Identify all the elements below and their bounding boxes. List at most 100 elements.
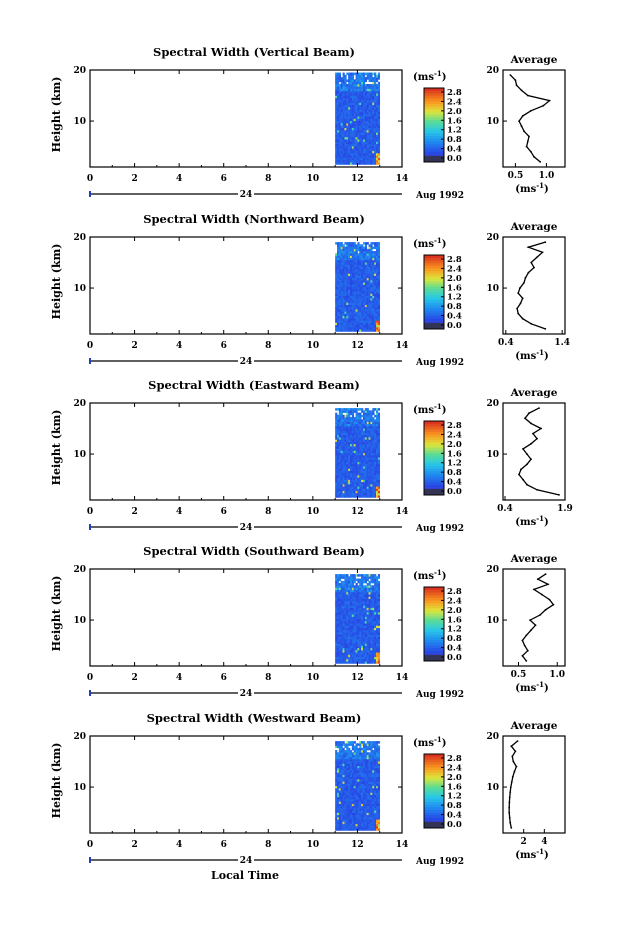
heatmap-cell — [363, 625, 366, 629]
colorbar-swatch — [424, 103, 444, 107]
heatmap-cell — [370, 614, 373, 617]
heatmap-cell — [377, 255, 381, 259]
heatmap-cell — [366, 262, 369, 265]
heatmap-cell — [372, 495, 375, 498]
heatmap-cell — [350, 148, 353, 151]
heatmap-cell — [353, 785, 356, 789]
average-x-label: (ms-1) — [515, 181, 548, 195]
heatmap-cell — [357, 123, 360, 126]
heatmap-cell — [376, 118, 379, 122]
heatmap-cell — [337, 803, 340, 807]
heatmap-cell — [363, 621, 366, 624]
heatmap-cell — [353, 591, 356, 595]
heatmap-cell — [344, 629, 347, 633]
heatmap-cell — [344, 484, 347, 487]
heatmap-cell — [372, 284, 375, 288]
heatmap-cell — [364, 754, 368, 758]
heatmap-cell — [348, 293, 351, 297]
colorbar-swatch — [424, 140, 444, 144]
heatmap-cell — [359, 302, 362, 305]
heatmap-cell — [348, 162, 351, 165]
heatmap-cell — [370, 134, 373, 138]
heatmap-cell — [342, 461, 345, 465]
heatmap-cell — [344, 609, 347, 613]
heatmap-cell — [351, 788, 355, 791]
heatmap-cell — [368, 157, 371, 161]
heatmap-cell — [357, 116, 360, 119]
heatmap-cell — [359, 600, 362, 604]
heatmap-cell — [355, 614, 358, 617]
heatmap-cell — [372, 291, 375, 294]
heatmap-cell — [353, 656, 356, 660]
heatmap-cell — [344, 618, 347, 622]
heatmap-cell — [353, 116, 356, 119]
heatmap-cell — [342, 828, 345, 831]
heatmap-cell — [344, 293, 347, 297]
heatmap-cell — [374, 475, 377, 478]
heatmap-cell — [357, 95, 360, 99]
colorbar-swatch — [424, 458, 444, 461]
heatmap-cell — [361, 125, 364, 128]
heatmap-cell — [338, 125, 342, 128]
heatmap-cell — [337, 647, 340, 651]
heatmap-cell — [350, 437, 353, 440]
heatmap-cell — [348, 430, 351, 433]
heatmap-cell — [363, 74, 366, 78]
heatmap-cell — [372, 475, 375, 478]
heatmap-cell — [368, 574, 371, 577]
heatmap-cell — [363, 302, 366, 305]
colorbar-swatch — [424, 465, 444, 469]
heatmap-cell — [335, 468, 338, 471]
heatmap-cell — [344, 437, 347, 440]
heatmap-cell — [368, 136, 371, 140]
heatmap-cell — [335, 772, 338, 775]
heatmap-cell — [342, 594, 345, 597]
heatmap-cell — [364, 823, 368, 827]
heatmap-cell — [340, 79, 343, 83]
heatmap-cell — [350, 654, 353, 658]
heatmap-cell — [335, 770, 338, 773]
heatmap-cell — [366, 293, 369, 297]
heatmap-cell — [376, 322, 379, 326]
heatmap-cell — [348, 796, 351, 800]
heatmap-cell — [337, 159, 340, 163]
heatmap-cell — [350, 461, 353, 465]
heatmap-cell — [374, 432, 377, 436]
x-tick-label: 12 — [351, 673, 364, 683]
heatmap-cell — [366, 414, 369, 418]
heatmap-cell — [344, 632, 347, 635]
heatmap-cell — [363, 257, 366, 261]
heatmap-cell — [338, 638, 342, 642]
heatmap-cell — [350, 810, 353, 813]
heatmap-cell — [340, 776, 343, 780]
heatmap-cell — [377, 284, 381, 288]
heatmap-cell — [376, 104, 379, 108]
colorbar-swatch — [424, 476, 444, 480]
heatmap-cell — [337, 86, 340, 89]
heatmap-cell — [344, 246, 347, 250]
heatmap-cell — [370, 157, 373, 161]
heatmap-cell — [363, 459, 366, 463]
heatmap-cell — [337, 754, 340, 758]
heatmap-cell — [342, 248, 345, 252]
heatmap-cell — [368, 589, 371, 593]
heatmap-cell — [366, 636, 369, 640]
heatmap-cell — [346, 772, 349, 775]
heatmap-cell — [348, 150, 351, 154]
heatmap-cell — [335, 326, 338, 330]
heatmap-cell — [337, 244, 340, 247]
heatmap-cell — [368, 452, 371, 456]
average-point — [525, 634, 528, 637]
heatmap-cell — [366, 772, 369, 775]
heatmap-cell — [370, 97, 373, 101]
heatmap-cell — [346, 304, 349, 308]
heatmap-cell — [338, 408, 342, 411]
average-point — [544, 328, 547, 330]
heatmap-cell — [363, 654, 366, 658]
heatmap-cell — [376, 141, 379, 145]
average-y-tick-label: 10 — [486, 284, 499, 294]
heatmap-cell — [338, 441, 342, 445]
heatmap-cell — [337, 266, 340, 270]
heatmap-cell — [366, 90, 369, 94]
heatmap-cell — [346, 634, 349, 637]
